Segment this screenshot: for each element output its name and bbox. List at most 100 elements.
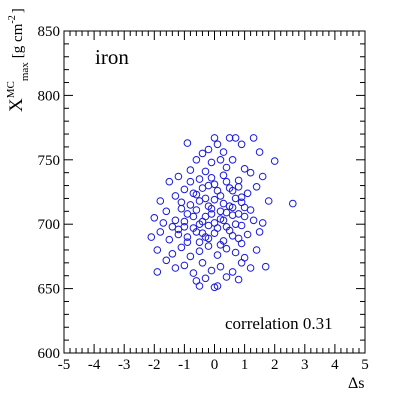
data-point	[198, 149, 207, 158]
data-point	[153, 268, 162, 276]
y-axis-label-unit-sup: -2	[7, 15, 18, 23]
data-point	[243, 230, 252, 239]
data-point	[204, 234, 213, 243]
data-point	[159, 219, 168, 227]
data-point	[171, 216, 180, 225]
data-point	[192, 156, 201, 164]
data-point	[177, 243, 186, 252]
data-point	[180, 185, 189, 194]
y-axis-label-main: X	[6, 98, 27, 112]
data-point	[213, 251, 222, 259]
x-tick-label: 0	[211, 357, 219, 373]
data-point	[270, 157, 279, 165]
y-axis-label-text: XMCmax [g cm-2]	[5, 8, 31, 112]
data-point	[201, 274, 210, 283]
data-point	[222, 244, 231, 253]
data-point	[228, 186, 237, 195]
x-axis-label: Δs	[348, 375, 365, 392]
x-tick-label: 2	[271, 357, 279, 373]
x-tick-label: -1	[178, 357, 191, 373]
data-point	[213, 282, 222, 290]
y-axis-label-unit-close: ]	[10, 8, 26, 13]
y-axis-label-sup: MC	[5, 81, 17, 98]
data-point	[198, 184, 207, 192]
data-point	[228, 232, 237, 240]
y-tick-label: 750	[38, 153, 61, 169]
data-point	[237, 221, 246, 230]
data-point	[246, 264, 255, 272]
data-point	[219, 171, 228, 180]
data-point	[216, 156, 225, 164]
data-point	[222, 177, 231, 186]
data-point	[207, 266, 216, 275]
x-tick-label: -2	[148, 357, 161, 373]
y-tick-label: 850	[38, 24, 61, 40]
data-point	[255, 228, 264, 236]
data-point	[225, 134, 234, 142]
data-point	[216, 192, 225, 200]
x-tick-label: 4	[331, 357, 339, 373]
data-point	[234, 275, 243, 284]
x-tick-label: 3	[301, 357, 309, 373]
data-point	[222, 273, 231, 281]
data-point	[201, 212, 210, 221]
data-point	[228, 211, 237, 219]
data-point	[174, 172, 183, 181]
data-point	[210, 134, 219, 142]
data-point	[186, 201, 195, 209]
data-point	[171, 192, 180, 200]
data-point	[249, 134, 258, 142]
data-point	[195, 220, 204, 228]
data-point	[186, 252, 195, 261]
data-point	[216, 262, 225, 271]
y-tick-label: 700	[38, 217, 61, 233]
data-point	[222, 163, 231, 172]
data-point	[216, 241, 225, 249]
data-point	[168, 250, 177, 258]
data-point	[225, 202, 234, 210]
data-point	[237, 259, 246, 267]
data-point	[228, 156, 237, 164]
data-point	[237, 140, 246, 149]
data-point	[180, 217, 189, 226]
data-point	[258, 172, 267, 181]
data-point	[234, 210, 243, 218]
x-tick-label: -3	[118, 357, 131, 373]
data-point	[186, 177, 195, 186]
data-point	[165, 177, 174, 186]
data-point	[210, 195, 219, 204]
data-point	[174, 225, 183, 234]
data-point	[234, 183, 243, 191]
data-point	[219, 216, 228, 225]
data-point	[255, 148, 264, 156]
data-point	[156, 197, 165, 205]
data-point	[264, 197, 273, 205]
data-point	[195, 282, 204, 290]
y-axis-label: XMCmax [g cm-2]	[5, 8, 31, 112]
data-point	[219, 148, 228, 156]
data-point	[198, 259, 207, 267]
data-point	[186, 166, 195, 174]
y-axis-label-sub: max	[19, 62, 31, 81]
data-point	[207, 174, 216, 182]
data-point	[192, 190, 201, 199]
annotation-species: iron	[95, 45, 129, 69]
y-tick-label: 800	[38, 88, 61, 104]
data-point	[210, 180, 219, 189]
data-point	[177, 198, 186, 207]
x-tick-label: 5	[361, 357, 369, 373]
data-point	[174, 230, 183, 239]
data-point	[189, 224, 198, 232]
data-point	[213, 224, 222, 232]
data-point	[213, 140, 222, 149]
y-axis-label-unit: [g cm	[10, 23, 26, 58]
data-point	[231, 194, 240, 203]
x-tick-label: -4	[88, 357, 101, 373]
data-point	[189, 269, 198, 277]
data-point	[219, 199, 228, 208]
data-point	[153, 246, 162, 254]
data-point	[231, 220, 240, 228]
data-point	[183, 139, 192, 147]
data-point	[204, 145, 213, 154]
data-point	[165, 235, 174, 244]
